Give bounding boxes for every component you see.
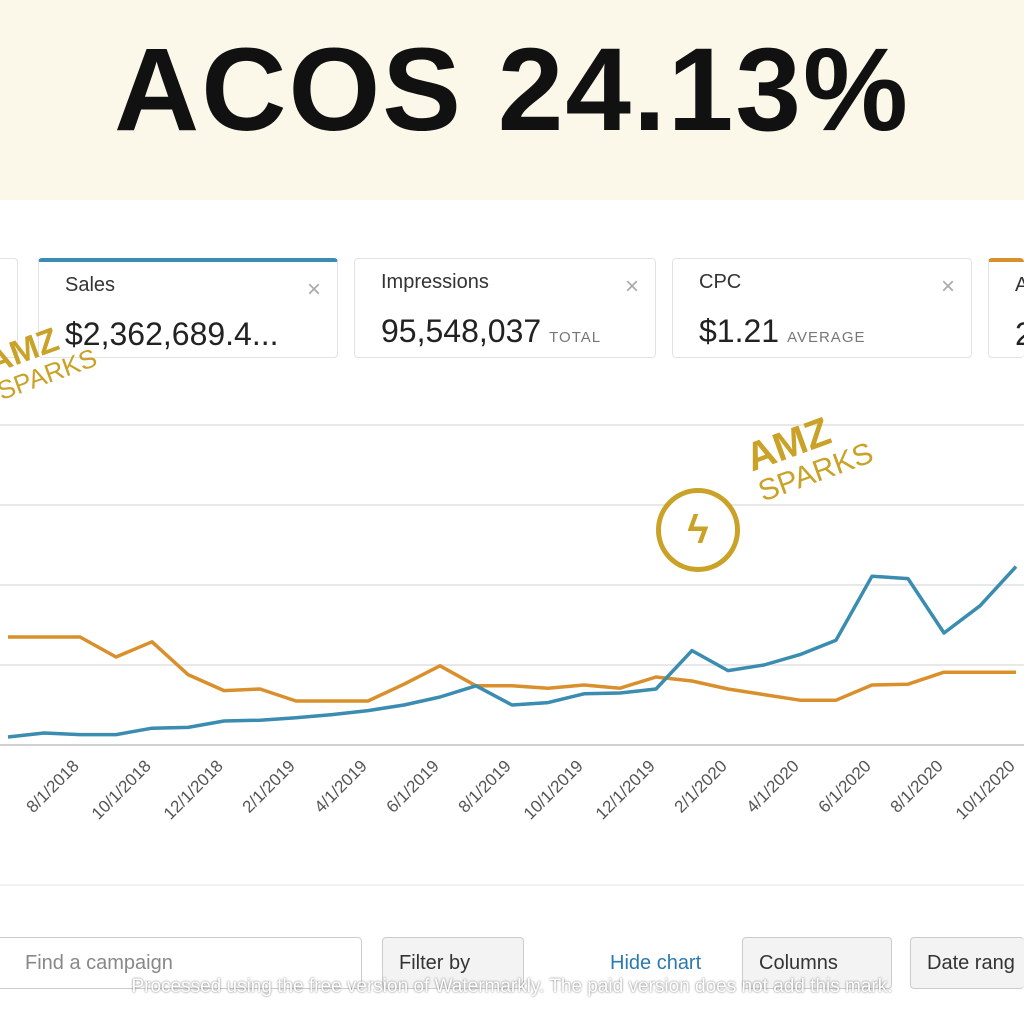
watermark-logo: ϟ (656, 488, 740, 572)
unit: TOTAL (549, 329, 602, 346)
metric-card[interactable]: Sales $2,362,689.4... × (38, 258, 338, 358)
card-value: 2 (1015, 316, 1024, 353)
x-tick-label: 8/1/2019 (455, 756, 515, 816)
metric-card[interactable]: Impressions 95,548,037 TOTAL × (354, 258, 656, 358)
x-tick-label: 12/1/2018 (160, 756, 227, 823)
metric-card[interactable] (0, 258, 18, 358)
x-tick-label: 4/1/2020 (743, 756, 803, 816)
filter-button[interactable]: Filter by (382, 937, 524, 989)
card-label: CPC (699, 271, 742, 293)
x-tick-label: 2/1/2019 (239, 756, 299, 816)
unit: AVERAGE (787, 329, 866, 346)
close-icon[interactable]: × (306, 276, 321, 303)
x-tick-label: 2/1/2020 (671, 756, 731, 816)
search-input[interactable]: Find a campaign (0, 937, 362, 989)
card-label: Sales (65, 274, 116, 296)
metric-card[interactable]: A 2 (988, 258, 1024, 358)
card-label: A (1015, 274, 1024, 297)
x-tick-label: 10/1/2019 (520, 756, 587, 823)
series-line (8, 635, 1016, 703)
date-range-button[interactable]: Date rang (910, 937, 1024, 989)
chart: 8/1/2018 10/1/2018 12/1/2018 2/1/2019 4/1/20… (0, 424, 1024, 886)
columns-button[interactable]: Columns (742, 937, 892, 989)
close-icon[interactable]: × (940, 273, 955, 300)
card-value: $2,362,689.4... (65, 316, 279, 352)
x-tick-label: 10/1/2018 (88, 756, 155, 823)
value: 95,548,037 (381, 313, 542, 349)
hide-chart-link[interactable]: Hide chart (610, 952, 702, 974)
header-band (0, 0, 1024, 200)
x-tick-label: 8/1/2018 (23, 756, 83, 816)
card-label: Impressions (381, 271, 489, 293)
title: ACOS 24.13% (114, 24, 910, 156)
close-icon[interactable]: × (624, 273, 639, 300)
x-tick-label: 4/1/2019 (311, 756, 371, 816)
card-value: $1.21 AVERAGE (699, 313, 866, 350)
card-value: 95,548,037 TOTAL (381, 313, 601, 350)
series-line (7, 565, 1018, 739)
value: $1.21 (699, 313, 780, 349)
x-tick-label: 6/1/2020 (815, 756, 875, 816)
watermark-notice: Processed using the free version of Wate… (131, 976, 893, 997)
x-tick-label: 8/1/2020 (887, 756, 947, 816)
metric-card[interactable]: CPC $1.21 AVERAGE × (672, 258, 972, 358)
x-tick-label: 10/1/2020 (952, 756, 1019, 823)
x-tick-label: 12/1/2019 (592, 756, 659, 823)
x-tick-label: 6/1/2019 (383, 756, 443, 816)
